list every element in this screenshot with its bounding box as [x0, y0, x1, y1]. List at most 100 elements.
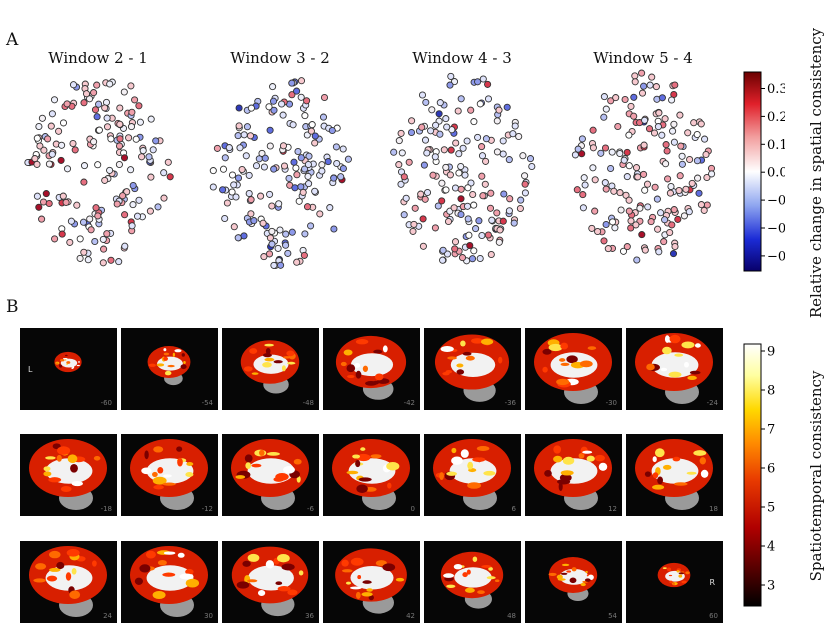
activation-patch — [163, 348, 167, 352]
brain-node — [654, 225, 662, 233]
brain-node — [578, 135, 586, 143]
slice-coordinate-label: 36 — [305, 612, 314, 620]
activation-patch — [287, 589, 298, 596]
activation-patch — [357, 575, 362, 580]
activation-patch — [668, 371, 682, 378]
activation-patch — [673, 482, 688, 486]
brain-node — [591, 207, 599, 215]
slice-coordinate-label: 0 — [410, 505, 415, 513]
brain-node — [620, 156, 628, 164]
activation-patch — [249, 348, 258, 354]
brain-node — [495, 106, 503, 114]
brain-node — [138, 153, 146, 161]
brain-node — [35, 203, 43, 211]
brain-node — [633, 256, 641, 264]
brain-slice-image — [635, 439, 713, 510]
node-map-window-4 — [571, 69, 716, 264]
activation-patch — [55, 362, 59, 364]
panel-a-label: A — [6, 30, 19, 50]
brain-node — [260, 163, 268, 171]
brain-node — [51, 235, 59, 243]
activation-patch — [453, 564, 463, 570]
brain-node — [594, 227, 602, 236]
brain-node — [661, 216, 669, 224]
brain-node — [115, 258, 123, 266]
brain-node — [38, 215, 46, 223]
brain-node — [236, 144, 244, 152]
brain-node — [436, 99, 444, 107]
activation-patch — [341, 559, 349, 567]
brain-node — [301, 230, 309, 238]
brain-node — [678, 160, 686, 168]
brain-node — [40, 146, 48, 154]
brain-node — [260, 253, 268, 261]
brain-node — [319, 113, 328, 121]
activation-patch — [93, 456, 101, 461]
brain-node — [103, 123, 112, 131]
brain-node — [697, 120, 705, 128]
brain-slice-image — [635, 333, 713, 404]
colorbar-tick-label: 0.0 — [767, 166, 785, 181]
slice-coordinate-label: -36 — [504, 399, 516, 407]
activation-patch — [244, 454, 253, 463]
brain-node — [103, 230, 111, 238]
brain-node — [90, 138, 98, 146]
activation-patch — [43, 471, 52, 477]
brain-node — [488, 216, 496, 224]
brain-node — [276, 226, 284, 234]
sagittal-slice-tile: 0 — [323, 434, 420, 516]
brain-node — [634, 173, 642, 181]
brain-node — [661, 115, 669, 123]
activation-patch — [652, 472, 659, 479]
brain-slice-image — [29, 546, 107, 617]
brain-node — [116, 135, 124, 143]
brain-node — [623, 148, 631, 156]
activation-patch — [644, 471, 651, 477]
brain-node — [107, 135, 115, 143]
brain-node — [429, 171, 437, 179]
brain-node — [73, 201, 81, 209]
activation-patch — [360, 447, 366, 451]
sagittal-slice-tile: 36 — [222, 541, 319, 623]
activation-patch — [678, 572, 684, 575]
activation-patch — [466, 569, 471, 575]
activation-patch — [60, 358, 65, 362]
brain-node — [129, 181, 137, 190]
brain-node — [666, 189, 674, 197]
brain-node — [270, 106, 278, 114]
colorbar-tick-label: −0.2 — [767, 222, 785, 237]
brain-node — [703, 201, 711, 209]
brain-node — [128, 222, 136, 230]
activation-patch — [236, 581, 250, 589]
activation-patch — [544, 470, 552, 477]
white-matter-shape — [350, 353, 394, 377]
brain-node — [290, 158, 298, 166]
brain-node — [457, 195, 465, 203]
brain-node — [269, 83, 277, 91]
activation-patch — [164, 370, 172, 376]
activation-patch — [356, 453, 371, 462]
slice-coordinate-label: -18 — [100, 505, 112, 513]
activation-patch — [556, 574, 563, 580]
brain-node — [116, 120, 124, 128]
activation-patch — [681, 341, 695, 349]
brain-node — [499, 150, 507, 158]
brain-node — [670, 138, 678, 146]
brain-node — [62, 198, 70, 206]
brain-node — [265, 250, 274, 258]
activation-patch — [362, 365, 369, 372]
right-hemisphere-marker: R — [709, 578, 715, 587]
brain-node — [71, 146, 79, 154]
brain-node — [630, 112, 638, 120]
brain-node — [245, 171, 253, 179]
brain-node — [35, 122, 43, 131]
activation-patch — [556, 378, 570, 386]
brain-node — [297, 93, 305, 101]
brain-node — [670, 120, 678, 128]
brain-node — [623, 173, 631, 181]
activation-patch — [251, 372, 259, 375]
activation-patch — [569, 577, 577, 584]
activation-patch — [548, 343, 563, 352]
colorbar-tick-label: 6 — [767, 462, 775, 477]
activation-patch — [277, 586, 291, 592]
